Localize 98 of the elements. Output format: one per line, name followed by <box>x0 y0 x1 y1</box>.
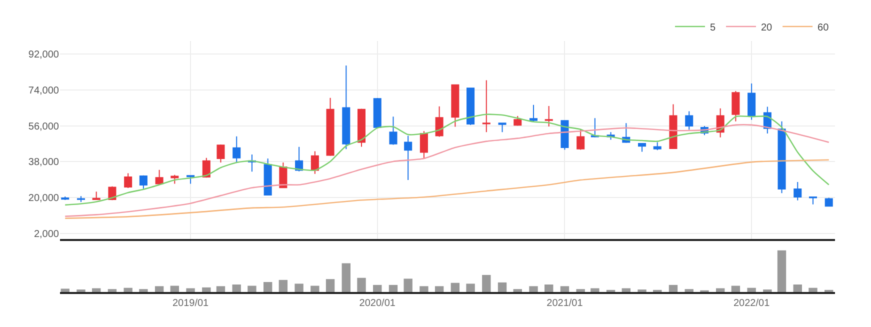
candlestick <box>124 172 132 188</box>
candlestick <box>638 143 646 152</box>
candlestick <box>808 196 817 205</box>
candlestick <box>264 158 272 196</box>
bar <box>357 278 366 292</box>
candlestick <box>748 82 756 120</box>
legend-label: 20 <box>761 22 773 34</box>
candlestick <box>529 104 538 122</box>
candlestick <box>482 80 490 133</box>
bar <box>202 287 211 292</box>
candlestick <box>373 98 382 128</box>
bar <box>326 279 335 292</box>
legend-label: 60 <box>818 22 830 34</box>
bar <box>124 288 132 292</box>
bar <box>560 286 570 292</box>
bar <box>310 286 320 292</box>
candlestick <box>186 174 195 184</box>
candlestick <box>669 104 678 149</box>
candlestick <box>435 106 444 138</box>
bar <box>248 286 256 292</box>
candlestick <box>653 142 662 151</box>
bar <box>716 288 725 292</box>
bar <box>216 286 226 292</box>
x-tick-label: 2020/01 <box>359 298 396 309</box>
bar <box>404 278 412 292</box>
candlestick <box>92 191 100 200</box>
bar <box>793 284 802 292</box>
candlestick <box>342 65 350 150</box>
x-tick-label: 2021/01 <box>546 298 584 309</box>
y-tick-label: 2,000 <box>34 228 60 240</box>
bar <box>373 284 382 292</box>
bar <box>154 286 164 292</box>
bar <box>278 280 288 292</box>
line-series <box>64 114 830 206</box>
x-tick-label: 2022/01 <box>733 298 770 309</box>
candlestick <box>357 108 366 148</box>
bar <box>434 286 444 292</box>
bar <box>232 284 241 292</box>
bar <box>342 263 350 292</box>
bar <box>590 288 600 292</box>
bar <box>544 284 554 292</box>
bar <box>263 282 272 292</box>
bar <box>777 250 786 292</box>
candlestick <box>576 128 585 150</box>
candlestick <box>155 169 164 186</box>
bar <box>92 288 101 292</box>
bar <box>186 288 195 292</box>
line-series <box>64 159 830 219</box>
candlestick <box>202 157 210 178</box>
y-tick-label: 74,000 <box>28 85 60 96</box>
candlestick <box>232 136 241 164</box>
candlestick <box>310 150 319 174</box>
candlestick <box>560 120 569 150</box>
y-tick-label: 92,000 <box>28 49 60 60</box>
candlestick <box>685 110 694 130</box>
candlestick <box>216 144 225 163</box>
y-tick-label: 38,000 <box>28 157 60 168</box>
candlestick <box>389 116 398 146</box>
candlestick <box>420 130 428 159</box>
candlestick <box>778 120 786 194</box>
bar <box>466 284 475 292</box>
bar <box>294 284 304 292</box>
candlestick <box>404 135 412 181</box>
bar <box>808 288 818 292</box>
bar <box>529 286 538 292</box>
candlestick <box>514 115 522 126</box>
candlestick <box>76 196 85 202</box>
legend-label: 5 <box>710 22 716 34</box>
candlestick <box>732 90 740 122</box>
candlestick <box>170 174 179 184</box>
bar <box>170 286 180 292</box>
bar <box>684 289 694 292</box>
candlestick <box>326 97 334 156</box>
candlestick <box>498 122 506 133</box>
bar <box>668 284 678 292</box>
bar <box>60 288 70 292</box>
candlestick <box>139 174 148 190</box>
bar <box>576 289 585 292</box>
bar <box>622 288 630 292</box>
bar <box>450 282 460 292</box>
x-tick-label: 2019/01 <box>172 298 210 309</box>
candlestick <box>824 197 833 207</box>
bar <box>731 286 740 292</box>
bar <box>482 274 491 292</box>
bar <box>747 288 756 292</box>
bar <box>139 289 148 292</box>
bar <box>498 282 507 292</box>
candlestick <box>451 84 460 128</box>
candlestick <box>466 88 475 126</box>
bar <box>513 289 522 292</box>
y-tick-label: 56,000 <box>28 121 60 132</box>
line-series <box>64 124 830 217</box>
bar <box>420 286 428 292</box>
candlestick <box>794 182 802 201</box>
y-tick-label: 20,000 <box>28 193 60 204</box>
bar <box>388 284 398 292</box>
bar <box>108 289 117 292</box>
candlestick <box>544 106 553 128</box>
